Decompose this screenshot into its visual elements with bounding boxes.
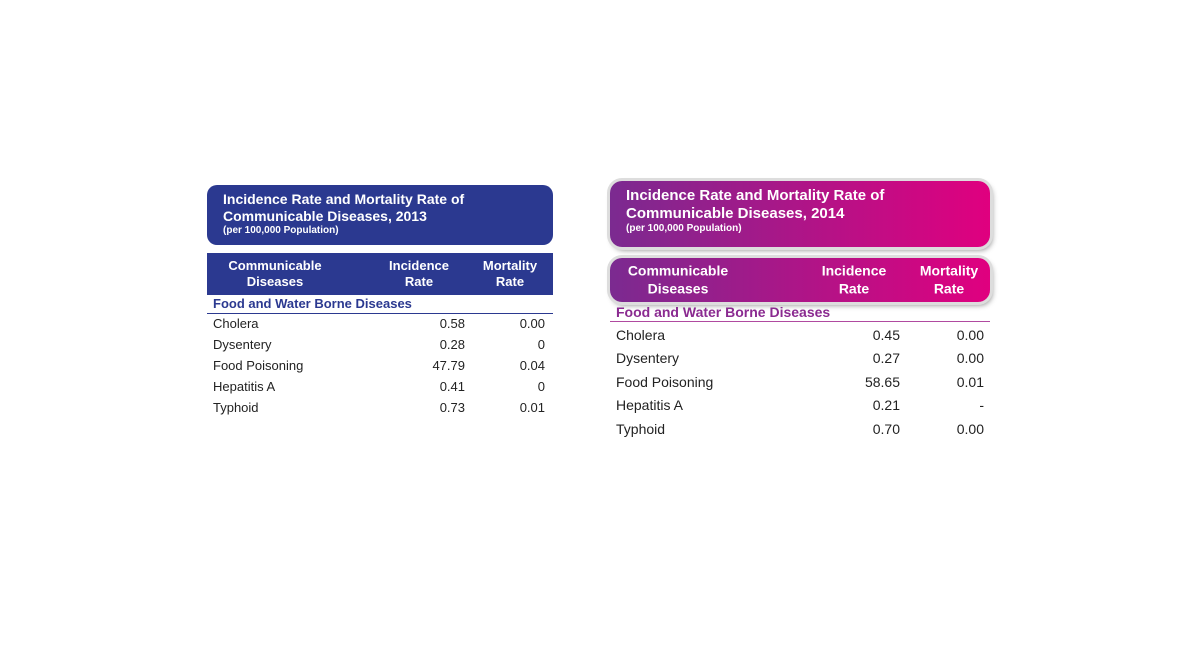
disease-name: Cholera	[213, 316, 259, 332]
mortality-rate: 0.00	[956, 350, 984, 367]
header-row: Communicable Diseases Incidence Rate Morta…	[610, 258, 990, 302]
mortality-rate: 0	[537, 337, 545, 353]
column-header: Communicable Diseases	[627, 262, 729, 297]
incidence-rate: 0.27	[872, 350, 900, 367]
disease-name: Food Poisoning	[616, 373, 714, 390]
incidence-rate: 0.45	[872, 326, 900, 343]
incidence-rate: 0.58	[439, 316, 465, 332]
mortality-rate: 0.00	[519, 316, 545, 332]
incidence-rate: 0.21	[872, 397, 900, 414]
mortality-rate: -	[979, 397, 984, 414]
incidence-rate: 58.65	[864, 373, 900, 390]
title-box: Incidence Rate and Mortality Rate of Com…	[207, 185, 553, 245]
subtitle: (per 100,000 Population)	[626, 223, 742, 234]
incidence-rate: 0.70	[872, 420, 900, 437]
subtitle: (per 100,000 Population)	[223, 224, 339, 236]
column-header: Incidence Rate	[821, 262, 887, 297]
title-box: Incidence Rate and Mortality Rate of Com…	[610, 181, 990, 247]
disease-name: Typhoid	[213, 400, 259, 416]
column-header: Incidence Rate	[389, 257, 449, 289]
incidence-rate: 0.73	[439, 400, 465, 416]
column-header: Mortality Rate	[919, 262, 979, 297]
section-label: Food and Water Borne Diseases	[616, 304, 831, 320]
disease-name: Food Poisoning	[213, 358, 304, 374]
disease-name: Cholera	[616, 326, 666, 343]
table-panel: Incidence Rate and Mortality Rate of Com…	[610, 181, 990, 451]
mortality-rate: 0	[537, 379, 545, 395]
column-header: Communicable Diseases	[228, 257, 322, 289]
incidence-rate: 47.79	[432, 358, 465, 374]
incidence-rate: 0.41	[439, 379, 465, 395]
mortality-rate: 0.01	[956, 373, 984, 390]
mortality-rate: 0.00	[956, 326, 984, 343]
mortality-rate: 0.00	[956, 420, 984, 437]
mortality-rate: 0.04	[519, 358, 545, 374]
disease-name: Typhoid	[616, 420, 666, 437]
mortality-rate: 0.01	[519, 400, 545, 416]
section-row: Food and Water Borne Diseases	[610, 304, 990, 322]
header-row: Communicable Diseases Incidence Rate Morta…	[207, 253, 553, 295]
title: Incidence Rate and Mortality Rate of Com…	[626, 187, 885, 222]
title: Incidence Rate and Mortality Rate of Com…	[223, 191, 465, 224]
disease-name: Hepatitis A	[616, 397, 683, 414]
section-label: Food and Water Borne Diseases	[213, 296, 412, 311]
column-header: Mortality Rate	[482, 257, 538, 289]
disease-name: Hepatitis A	[213, 379, 276, 395]
section-row: Food and Water Borne Diseases	[207, 296, 553, 314]
incidence-rate: 0.28	[439, 337, 465, 353]
disease-name: Dysentery	[213, 337, 272, 353]
disease-name: Dysentery	[616, 350, 680, 367]
table-panel: Incidence Rate and Mortality Rate of Com…	[207, 185, 553, 455]
